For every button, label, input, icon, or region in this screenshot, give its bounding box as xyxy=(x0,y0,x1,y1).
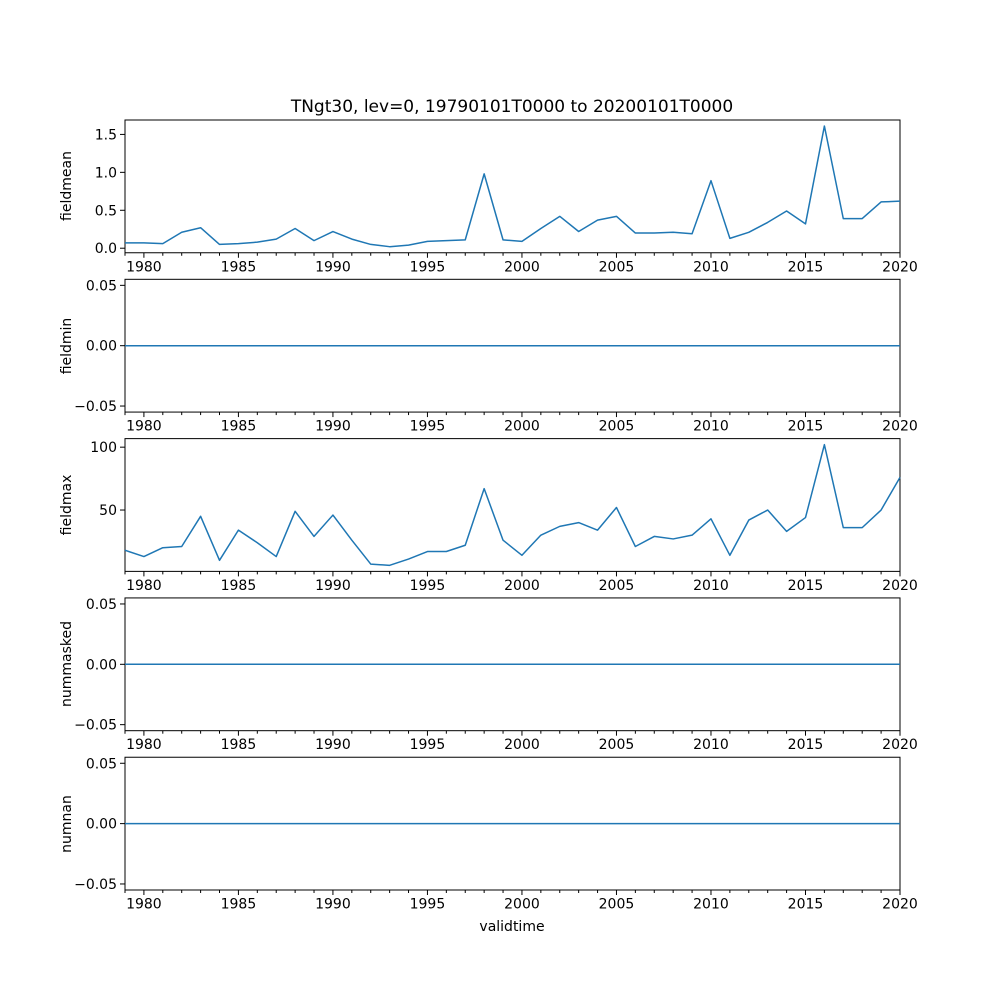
x-tick-label: 2000 xyxy=(504,897,540,913)
axes-frame-fieldmax xyxy=(124,438,901,572)
y-tick-label: 0.00 xyxy=(86,339,117,355)
x-tick-label: 2010 xyxy=(693,259,729,275)
x-tick-label: 1995 xyxy=(410,578,446,594)
line-fieldmax xyxy=(124,443,901,567)
x-tick-label: 2015 xyxy=(788,419,824,435)
x-tick-label: 2000 xyxy=(504,737,540,753)
y-tick-label: 0.05 xyxy=(86,756,117,772)
x-tick-label: 1990 xyxy=(315,259,351,275)
x-tick-label: 1990 xyxy=(315,578,351,594)
x-tick-label: 1985 xyxy=(221,578,257,594)
x-tick-label: 1995 xyxy=(410,737,446,753)
x-tick-label: 1995 xyxy=(410,419,446,435)
x-tick-label: 2020 xyxy=(882,578,918,594)
x-tick-label: 1980 xyxy=(126,259,162,275)
x-tick-label: 2005 xyxy=(599,259,635,275)
x-tick-label: 1985 xyxy=(221,419,257,435)
x-tick-label: 1995 xyxy=(410,897,446,913)
x-tick-label: 2000 xyxy=(504,419,540,435)
x-tick-label: 2015 xyxy=(788,578,824,594)
y-tick-label: 0.5 xyxy=(95,203,117,219)
x-tick-label: 2010 xyxy=(693,419,729,435)
x-tick-label: 1980 xyxy=(126,419,162,435)
y-tick-label: 0.0 xyxy=(95,241,117,257)
ylabel-fieldmax: fieldmax xyxy=(59,474,75,536)
x-tick-label: 2015 xyxy=(788,259,824,275)
x-tick-label: 2015 xyxy=(788,897,824,913)
x-tick-label: 1990 xyxy=(315,419,351,435)
x-axis-label: validtime xyxy=(479,919,545,935)
axes-frame-fieldmean xyxy=(124,119,901,254)
x-tick-label: 2005 xyxy=(599,737,635,753)
x-tick-label: 2010 xyxy=(693,737,729,753)
y-tick-label: −0.05 xyxy=(74,718,117,734)
x-tick-label: 2015 xyxy=(788,737,824,753)
x-tick-label: 1980 xyxy=(126,897,162,913)
ylabel-nummasked: nummasked xyxy=(59,620,75,708)
x-tick-label: 2010 xyxy=(693,578,729,594)
x-tick-label: 2020 xyxy=(882,259,918,275)
ylabel-fieldmean: fieldmean xyxy=(59,151,75,221)
y-tick-label: 100 xyxy=(90,440,117,456)
y-tick-label: 1.0 xyxy=(95,165,117,181)
y-tick-label: 0.00 xyxy=(86,657,117,673)
ylabel-numnan: numnan xyxy=(59,795,75,853)
y-tick-label: 0.00 xyxy=(86,817,117,833)
y-tick-label: −0.05 xyxy=(74,877,117,893)
chart-title: TNgt30, lev=0, 19790101T0000 to 20200101… xyxy=(290,97,734,117)
x-tick-label: 2010 xyxy=(693,897,729,913)
x-tick-label: 1995 xyxy=(410,259,446,275)
y-tick-label: −0.05 xyxy=(74,399,117,415)
line-fieldmean xyxy=(125,125,901,248)
x-tick-label: 1980 xyxy=(126,737,162,753)
x-tick-label: 2005 xyxy=(599,897,635,913)
y-tick-label: 50 xyxy=(99,503,117,519)
x-tick-label: 2005 xyxy=(599,419,635,435)
x-tick-label: 1985 xyxy=(221,737,257,753)
x-tick-label: 2000 xyxy=(504,578,540,594)
y-tick-label: 0.05 xyxy=(86,597,117,613)
x-tick-label: 2020 xyxy=(882,419,918,435)
x-tick-label: 2005 xyxy=(599,578,635,594)
x-tick-label: 1990 xyxy=(315,737,351,753)
x-tick-label: 2020 xyxy=(882,897,918,913)
x-tick-label: 2020 xyxy=(882,737,918,753)
x-tick-label: 1980 xyxy=(126,578,162,594)
y-tick-label: 0.05 xyxy=(86,278,117,294)
x-tick-label: 1990 xyxy=(315,897,351,913)
x-tick-label: 1985 xyxy=(221,897,257,913)
ylabel-fieldmin: fieldmin xyxy=(59,317,75,375)
y-tick-label: 1.5 xyxy=(95,127,117,143)
x-tick-label: 2000 xyxy=(504,259,540,275)
x-tick-label: 1985 xyxy=(221,259,257,275)
